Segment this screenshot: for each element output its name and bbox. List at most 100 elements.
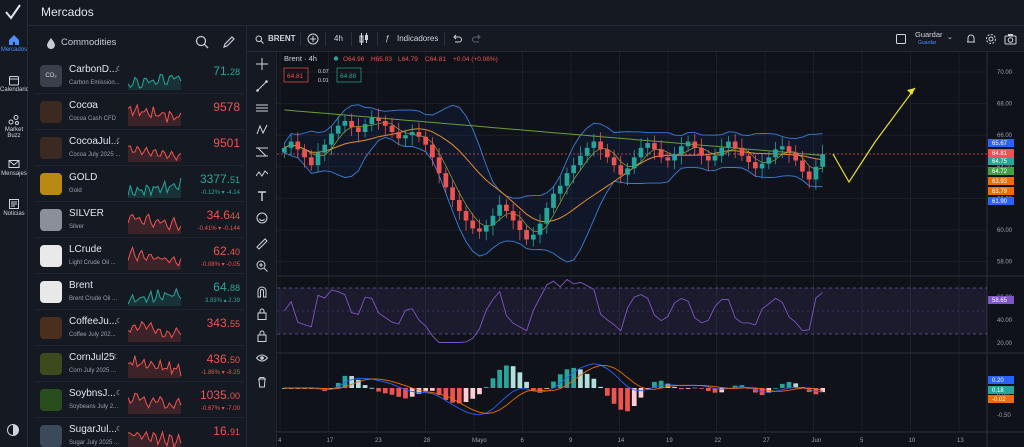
watchlist-row[interactable]: Cocoa Cocoa Cash CFD 9578 ☾ <box>36 96 244 130</box>
ruler-icon[interactable] <box>256 238 268 250</box>
macd-histogram-bar <box>685 388 691 389</box>
pattern-icon[interactable] <box>256 124 268 136</box>
macd-histogram-bar <box>786 381 792 388</box>
candle-body <box>766 157 772 164</box>
candle-body <box>463 211 469 221</box>
candle-body <box>638 147 644 158</box>
horizontal-lines-icon[interactable] <box>256 102 268 114</box>
interval-selector[interactable]: 4h <box>334 34 343 43</box>
candle-body <box>578 155 583 166</box>
legend-change: +0.04 (+0.06%) <box>453 56 498 63</box>
commodity-logo-icon: CO₂ <box>40 65 62 87</box>
watchlist-row[interactable]: SoybnsJ... Soybeans July 2... 1035.00 -0.67… <box>36 384 244 418</box>
trash-icon[interactable] <box>256 376 268 388</box>
candle-body <box>530 234 536 240</box>
undo-icon[interactable] <box>452 34 462 44</box>
macd-histogram-bar <box>779 383 785 388</box>
alert-icon[interactable] <box>965 33 977 45</box>
rsi-tag <box>988 296 1014 304</box>
theme-toggle-icon[interactable] <box>6 423 20 437</box>
candle-body <box>322 144 328 153</box>
rail-item-messages[interactable]: Mensajes <box>0 158 28 177</box>
macd-histogram-bar <box>504 365 509 388</box>
candle-type-icon[interactable] <box>358 32 370 46</box>
price-tag <box>988 177 1014 185</box>
watchlist-row[interactable]: CornJul25 Corn July 2025 ... 436.50 -1.86% … <box>36 348 244 382</box>
time-axis-label: 22 <box>715 438 722 444</box>
rsi-axis-label: 40.00 <box>997 318 1013 324</box>
text-tool-icon[interactable] <box>256 190 268 202</box>
camera-icon[interactable] <box>1004 33 1017 45</box>
search-icon[interactable] <box>195 35 209 49</box>
wave-icon[interactable] <box>256 168 268 180</box>
rail-item-market-buzz[interactable]: Market Buzz <box>0 114 28 139</box>
market-closed-moon-icon: ☾ <box>116 138 123 145</box>
trendline-icon[interactable] <box>256 80 268 92</box>
watchlist-row[interactable]: LCrude Light Crude Oil ... 62.40 -0.08% ▾ -… <box>36 240 244 274</box>
macd-histogram-bar <box>678 388 684 390</box>
macd-histogram-bar <box>652 381 657 388</box>
watchlist-row[interactable]: CoffeeJu... Coffee July 202... 343.55 ☾ <box>36 312 244 346</box>
symbol-search-icon <box>255 35 264 44</box>
macd-histogram-bar <box>530 388 536 391</box>
calendar-icon <box>9 76 19 86</box>
sparkline <box>128 320 182 342</box>
watchlist-row[interactable]: CocoaJul... Cocoa July 2025 ... 9501 ☾ <box>36 132 244 166</box>
edit-pencil-icon[interactable] <box>222 35 236 49</box>
candle-body <box>712 155 718 161</box>
macd-histogram-bar <box>645 388 651 389</box>
candle-body <box>665 157 671 161</box>
price-axis-label: 70.00 <box>997 70 1013 76</box>
lock-drawing-icon[interactable] <box>256 308 268 320</box>
commodity-logo-icon <box>40 101 62 123</box>
redo-icon[interactable] <box>472 34 482 44</box>
macd-histogram-bar <box>705 388 711 391</box>
time-axis-label: 28 <box>424 438 431 444</box>
save-button[interactable]: Guardar <box>915 30 943 39</box>
macd-histogram-bar <box>456 388 462 404</box>
macd-histogram-bar <box>793 383 799 388</box>
price-chart[interactable]: 70.0068.0066.0064.0062.0060.0058.0065.67… <box>277 52 1024 447</box>
macd-histogram-bar <box>732 385 738 388</box>
watchlist-row[interactable]: CO₂ CarbonD... Carbon Emission... 71.28 ☾ <box>36 60 244 94</box>
macd-histogram-bar <box>423 388 429 391</box>
compare-add-icon[interactable] <box>307 33 319 45</box>
indicators-button[interactable]: Indicadores <box>397 34 439 43</box>
chevron-down-icon[interactable]: ⌄ <box>947 34 953 41</box>
rail-item-markets[interactable]: Mercados <box>0 34 28 53</box>
rail-item-news[interactable]: Noticias <box>0 198 28 217</box>
buzz-icon <box>8 115 19 125</box>
fib-icon[interactable] <box>256 146 268 158</box>
function-icon: ƒ <box>385 34 390 43</box>
mail-icon <box>8 160 20 168</box>
watchlist-header: Commodities <box>28 26 246 60</box>
lock-icon[interactable] <box>256 330 268 342</box>
watchlist-row[interactable]: Brent Brent Crude Oil ... 64.88 3.83% ▴ 2.3… <box>36 276 244 310</box>
macd-histogram-bar <box>658 380 664 388</box>
projection-arrowhead <box>907 88 915 95</box>
layout-square-icon[interactable] <box>895 33 907 45</box>
magnet-icon[interactable] <box>256 286 268 298</box>
watchlist-row[interactable]: SugarJul... Sugar July 2025 ... 16.91 ☾ <box>36 420 244 447</box>
eye-icon[interactable] <box>256 352 268 364</box>
rail-item-calendar[interactable]: Calendario <box>0 74 29 93</box>
symbol-label: LCrude <box>69 244 102 255</box>
watchlist-row[interactable]: SILVER Silver 34.644 -0.41% ▾ -0.144 <box>36 204 244 238</box>
category-dropdown[interactable]: Commodities <box>61 37 117 48</box>
symbol-label: SILVER <box>69 208 104 219</box>
emoji-icon[interactable] <box>256 212 268 224</box>
watchlist-row[interactable]: GOLD Gold 3377.51 -0.12% ▾ -4.14 <box>36 168 244 202</box>
price-axis-label: 60.00 <box>997 228 1013 234</box>
macd-histogram-bar <box>551 381 556 388</box>
crosshair-icon[interactable] <box>256 58 268 70</box>
settings-gear-icon[interactable] <box>985 33 997 45</box>
chart-legend: Brent · 4h O64.96 H65.03 L64.79 C64.81 +0.04 … <box>283 54 498 84</box>
rsi-pane <box>277 287 987 335</box>
rsi-line <box>284 278 823 343</box>
zoom-in-icon[interactable] <box>256 260 268 272</box>
symbol-selector[interactable]: BRENT <box>268 34 296 43</box>
ma-yellow-line <box>284 121 823 233</box>
commodity-logo-icon <box>40 281 62 303</box>
candle-body <box>362 124 368 133</box>
